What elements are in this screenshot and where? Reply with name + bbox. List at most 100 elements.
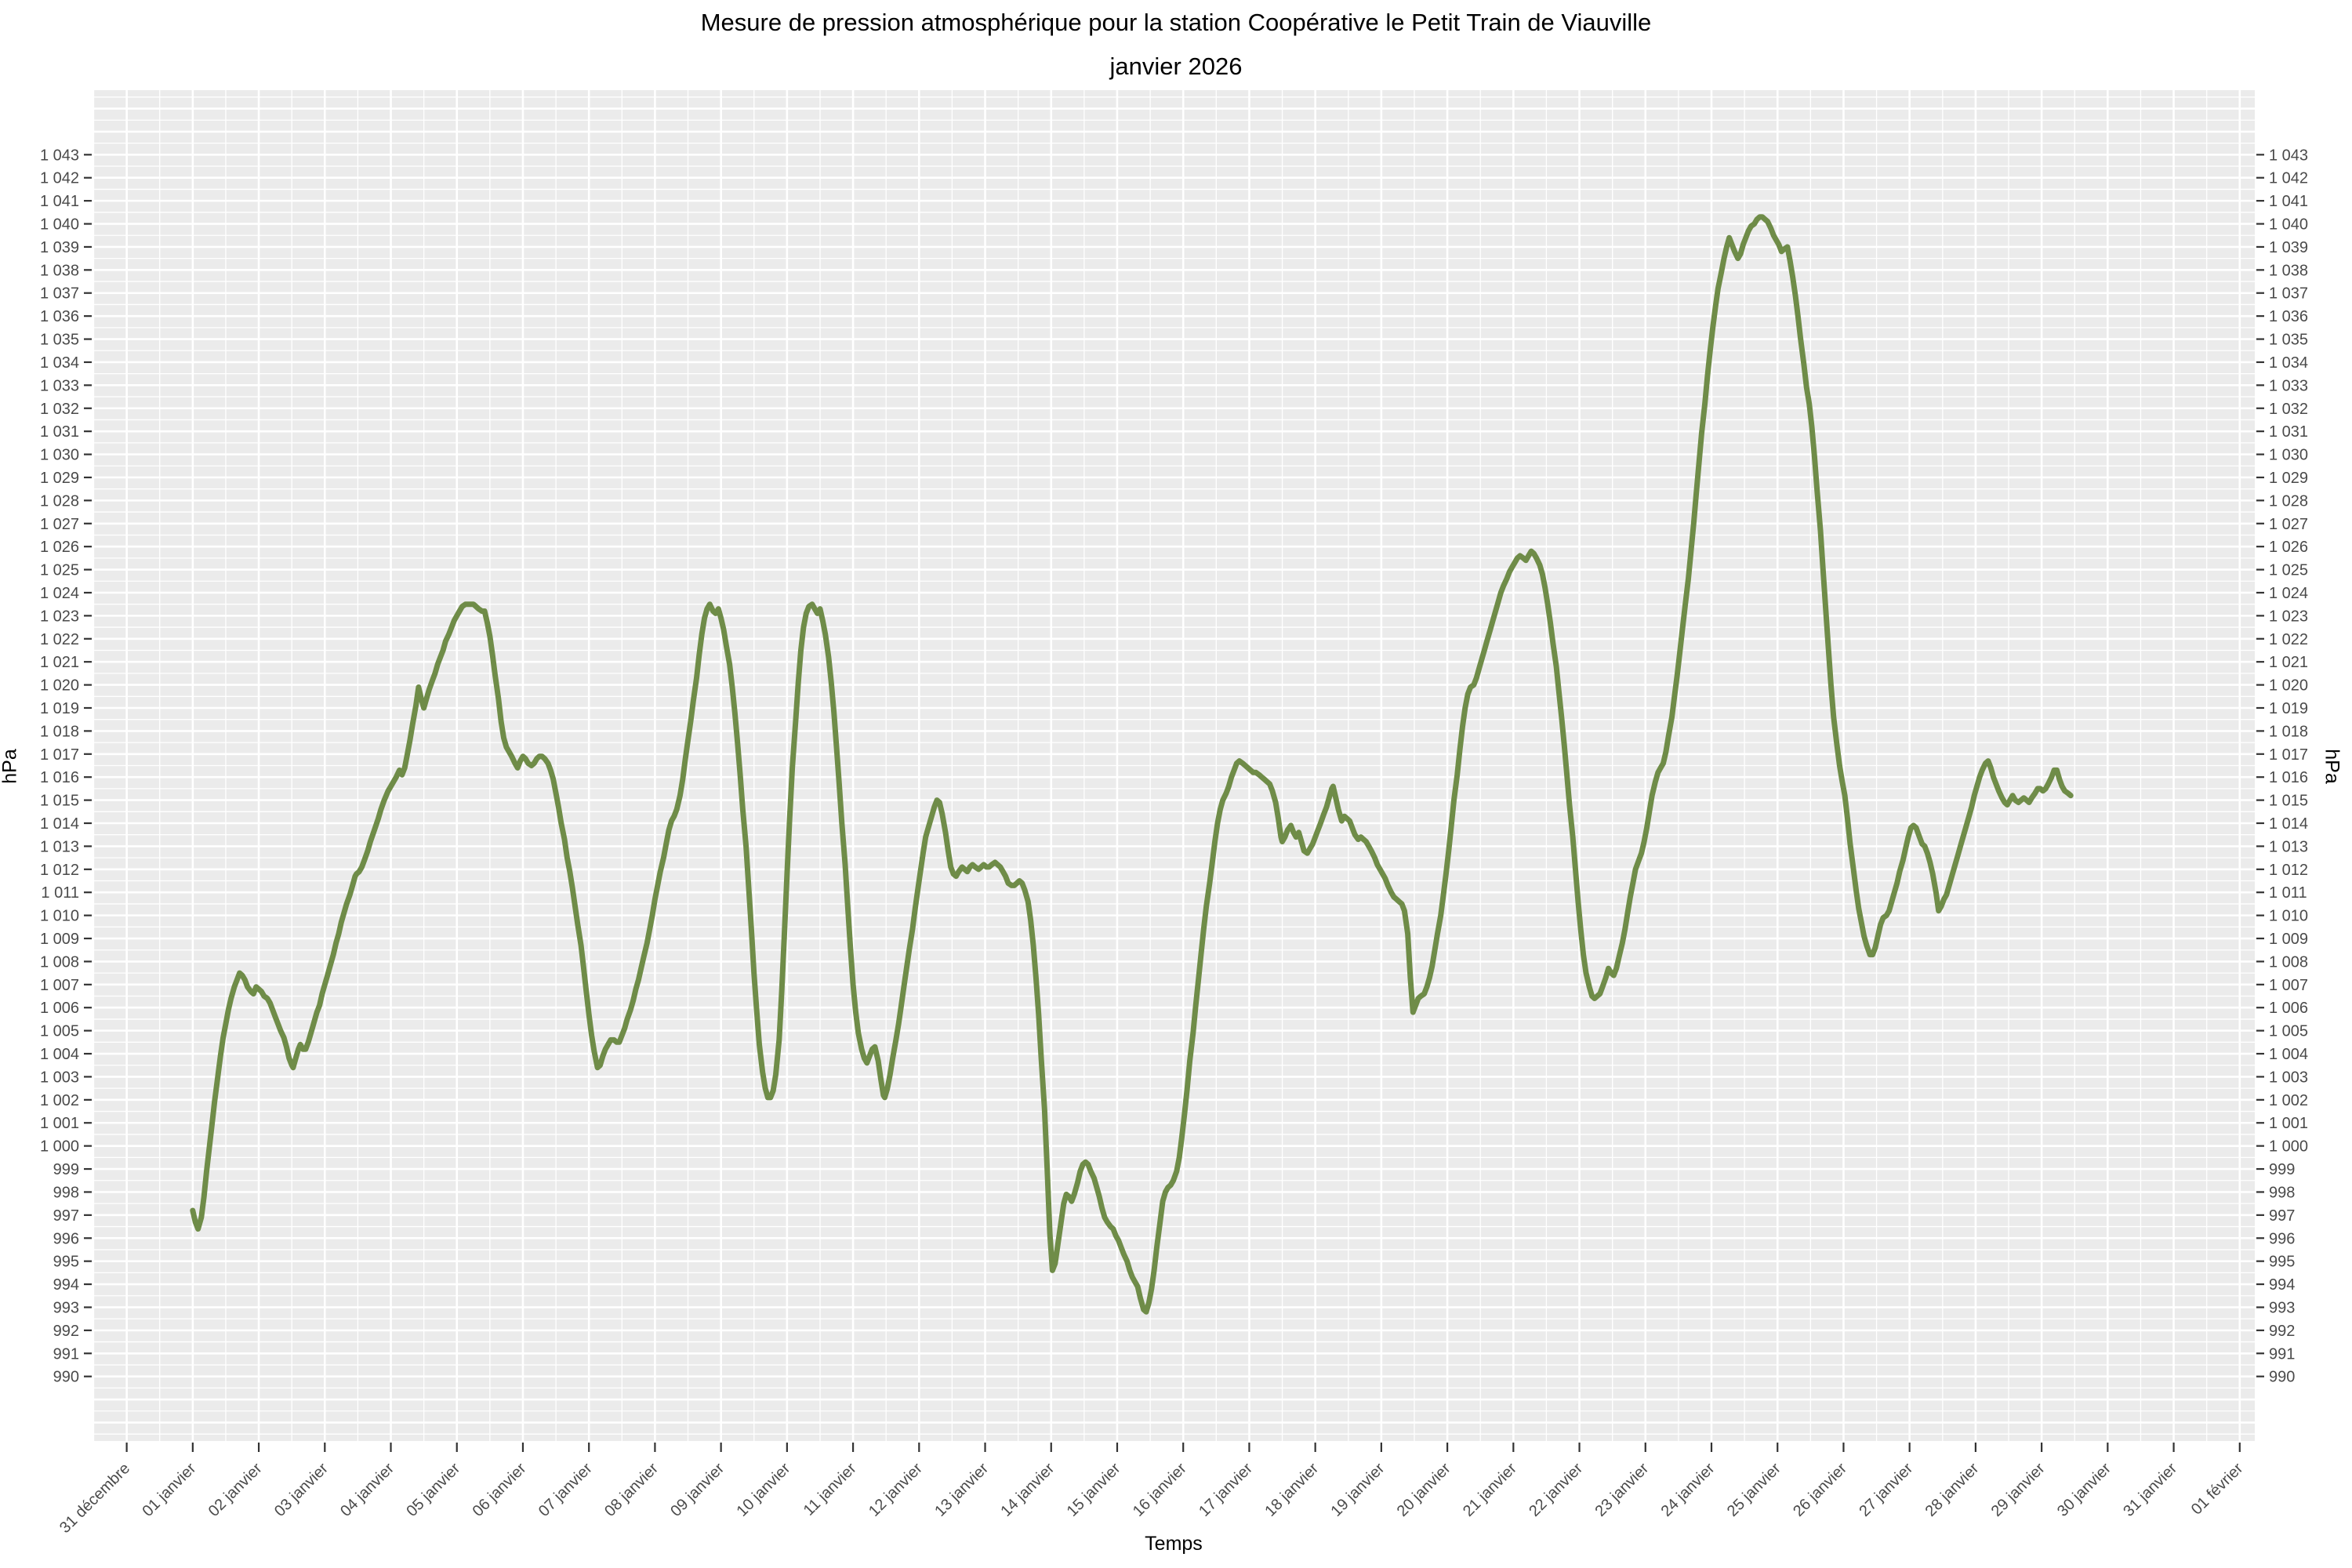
x-tick-label: 07 janvier (535, 1460, 596, 1520)
y-tick-label: 1 020 (2269, 677, 2308, 695)
y-tick-label: 1 006 (2269, 1000, 2308, 1017)
y-tick-label: 1 024 (40, 585, 79, 602)
y-tick-label: 1 021 (2269, 654, 2308, 671)
y-tick-label: 997 (2269, 1207, 2295, 1225)
y-tick-label: 998 (53, 1184, 79, 1201)
x-tick-label: 01 janvier (140, 1460, 200, 1520)
y-tick-label: 1 000 (40, 1138, 79, 1156)
x-tick-label: 01 février (2188, 1460, 2247, 1519)
y-tick-label: 1 031 (40, 423, 79, 441)
x-tick-label: 17 janvier (1196, 1460, 1256, 1520)
x-tick-label: 31 janvier (2120, 1460, 2180, 1520)
y-tick-label: 1 012 (40, 862, 79, 879)
y-tick-label: 1 011 (41, 884, 79, 902)
y-tick-label: 1 040 (40, 216, 79, 234)
x-tick-label: 30 janvier (2054, 1460, 2114, 1520)
y-tick-label: 1 036 (40, 308, 79, 325)
gridlines-minor (93, 90, 2255, 1441)
y-axis-labels-right: 990 991 992 993 994 995 996 997 998 999 1 000 1 001… (2269, 147, 2308, 1385)
x-tick-label: 03 janvier (271, 1460, 332, 1520)
chart-subtitle: janvier 2026 (1109, 53, 1243, 80)
y-tick-label: 997 (53, 1207, 79, 1225)
x-tick-label: 20 janvier (1394, 1460, 1454, 1520)
y-axis-title-right: hPa (2321, 749, 2343, 784)
y-tick-label: 1 042 (2269, 170, 2308, 187)
x-tick-label: 10 janvier (734, 1460, 794, 1520)
y-tick-label: 1 014 (40, 815, 79, 833)
y-tick-label: 1 018 (40, 723, 79, 740)
y-tick-label: 1 043 (2269, 147, 2308, 164)
y-tick-label: 1 013 (40, 838, 79, 855)
x-tick-label: 24 janvier (1658, 1460, 1719, 1520)
y-tick-label: 1 015 (2269, 793, 2308, 810)
y-tick-label: 1 036 (2269, 308, 2308, 325)
y-tick-label: 1 005 (40, 1023, 79, 1040)
y-tick-label: 1 016 (2269, 769, 2308, 786)
x-tick-label: 02 janvier (205, 1460, 266, 1520)
y-tick-label: 1 032 (40, 401, 79, 418)
y-tick-label: 1 032 (2269, 401, 2308, 418)
x-tick-label: 23 janvier (1592, 1460, 1652, 1520)
gridlines-major (93, 90, 2255, 1441)
x-tick-label: 27 janvier (1856, 1460, 1916, 1520)
y-tick-label: 998 (2269, 1184, 2295, 1201)
chart-title: Mesure de pression atmosphérique pour la… (700, 9, 1652, 36)
y-tick-label: 1 012 (2269, 862, 2308, 879)
y-tick-label: 1 019 (40, 700, 79, 717)
y-tick-label: 1 033 (40, 377, 79, 394)
x-tick-label: 08 janvier (601, 1460, 662, 1520)
y-tick-label: 1 040 (2269, 216, 2308, 234)
y-tick-label: 994 (53, 1276, 79, 1294)
x-tick-label: 15 janvier (1064, 1460, 1124, 1520)
pressure-series-line (190, 214, 2074, 1315)
y-tick-label: 1 025 (2269, 562, 2308, 579)
y-tick-label: 1 029 (2269, 470, 2308, 487)
y-tick-label: 1 006 (40, 1000, 79, 1017)
x-axis-labels: 31 décembre 01 janvier 02 janvier 03 janvie… (56, 1460, 2247, 1537)
y-tick-label: 991 (53, 1345, 79, 1363)
y-tick-label: 1 004 (40, 1046, 79, 1063)
y-tick-label: 990 (2269, 1369, 2295, 1386)
x-tick-label: 31 décembre (56, 1460, 133, 1537)
y-tick-label: 990 (53, 1369, 79, 1386)
y-tick-label: 1 016 (40, 769, 79, 786)
y-tick-label: 1 003 (40, 1069, 79, 1086)
y-tick-label: 1 009 (40, 931, 79, 948)
y-tick-label: 1 004 (2269, 1046, 2308, 1063)
y-tick-label: 1 027 (2269, 516, 2308, 533)
y-tick-label: 1 010 (2269, 908, 2308, 925)
y-tick-label: 1 023 (40, 608, 79, 625)
y-tick-label: 1 011 (2269, 884, 2307, 902)
x-tick-label: 12 janvier (866, 1460, 926, 1520)
y-tick-label: 1 018 (2269, 723, 2308, 740)
y-tick-label: 1 008 (2269, 953, 2308, 971)
x-tick-label: 05 janvier (403, 1460, 463, 1520)
y-tick-label: 1 035 (2269, 332, 2308, 349)
y-tick-label: 1 030 (2269, 447, 2308, 464)
x-tick-label: 21 janvier (1460, 1460, 1520, 1520)
y-tick-label: 1 014 (2269, 815, 2308, 833)
x-tick-label: 14 janvier (997, 1460, 1058, 1520)
x-tick-label: 04 janvier (337, 1460, 397, 1520)
y-tick-label: 996 (53, 1230, 79, 1247)
x-tick-label: 19 janvier (1328, 1460, 1388, 1520)
y-tick-label: 1 021 (40, 654, 79, 671)
y-tick-label: 1 026 (2269, 539, 2308, 556)
y-tick-label: 1 042 (40, 170, 79, 187)
y-tick-label: 1 038 (2269, 262, 2308, 279)
y-tick-label: 1 027 (40, 516, 79, 533)
y-tick-label: 1 010 (40, 908, 79, 925)
x-tick-label: 13 janvier (931, 1460, 992, 1520)
y-tick-label: 1 031 (2269, 423, 2308, 441)
y-tick-label: 1 002 (2269, 1092, 2308, 1109)
x-tick-label: 25 janvier (1724, 1460, 1784, 1520)
y-tick-label: 1 025 (40, 562, 79, 579)
y-tick-label: 1 043 (40, 147, 79, 164)
y-tick-label: 1 028 (40, 492, 79, 510)
y-tick-label: 994 (2269, 1276, 2295, 1294)
y-axis-labels-left: 990 991 992 993 994 995 996 997 998 999 1 000 1 001… (40, 147, 79, 1385)
y-tick-label: 1 037 (2269, 285, 2308, 303)
y-tick-label: 1 015 (40, 793, 79, 810)
x-tick-label: 16 janvier (1130, 1460, 1190, 1520)
